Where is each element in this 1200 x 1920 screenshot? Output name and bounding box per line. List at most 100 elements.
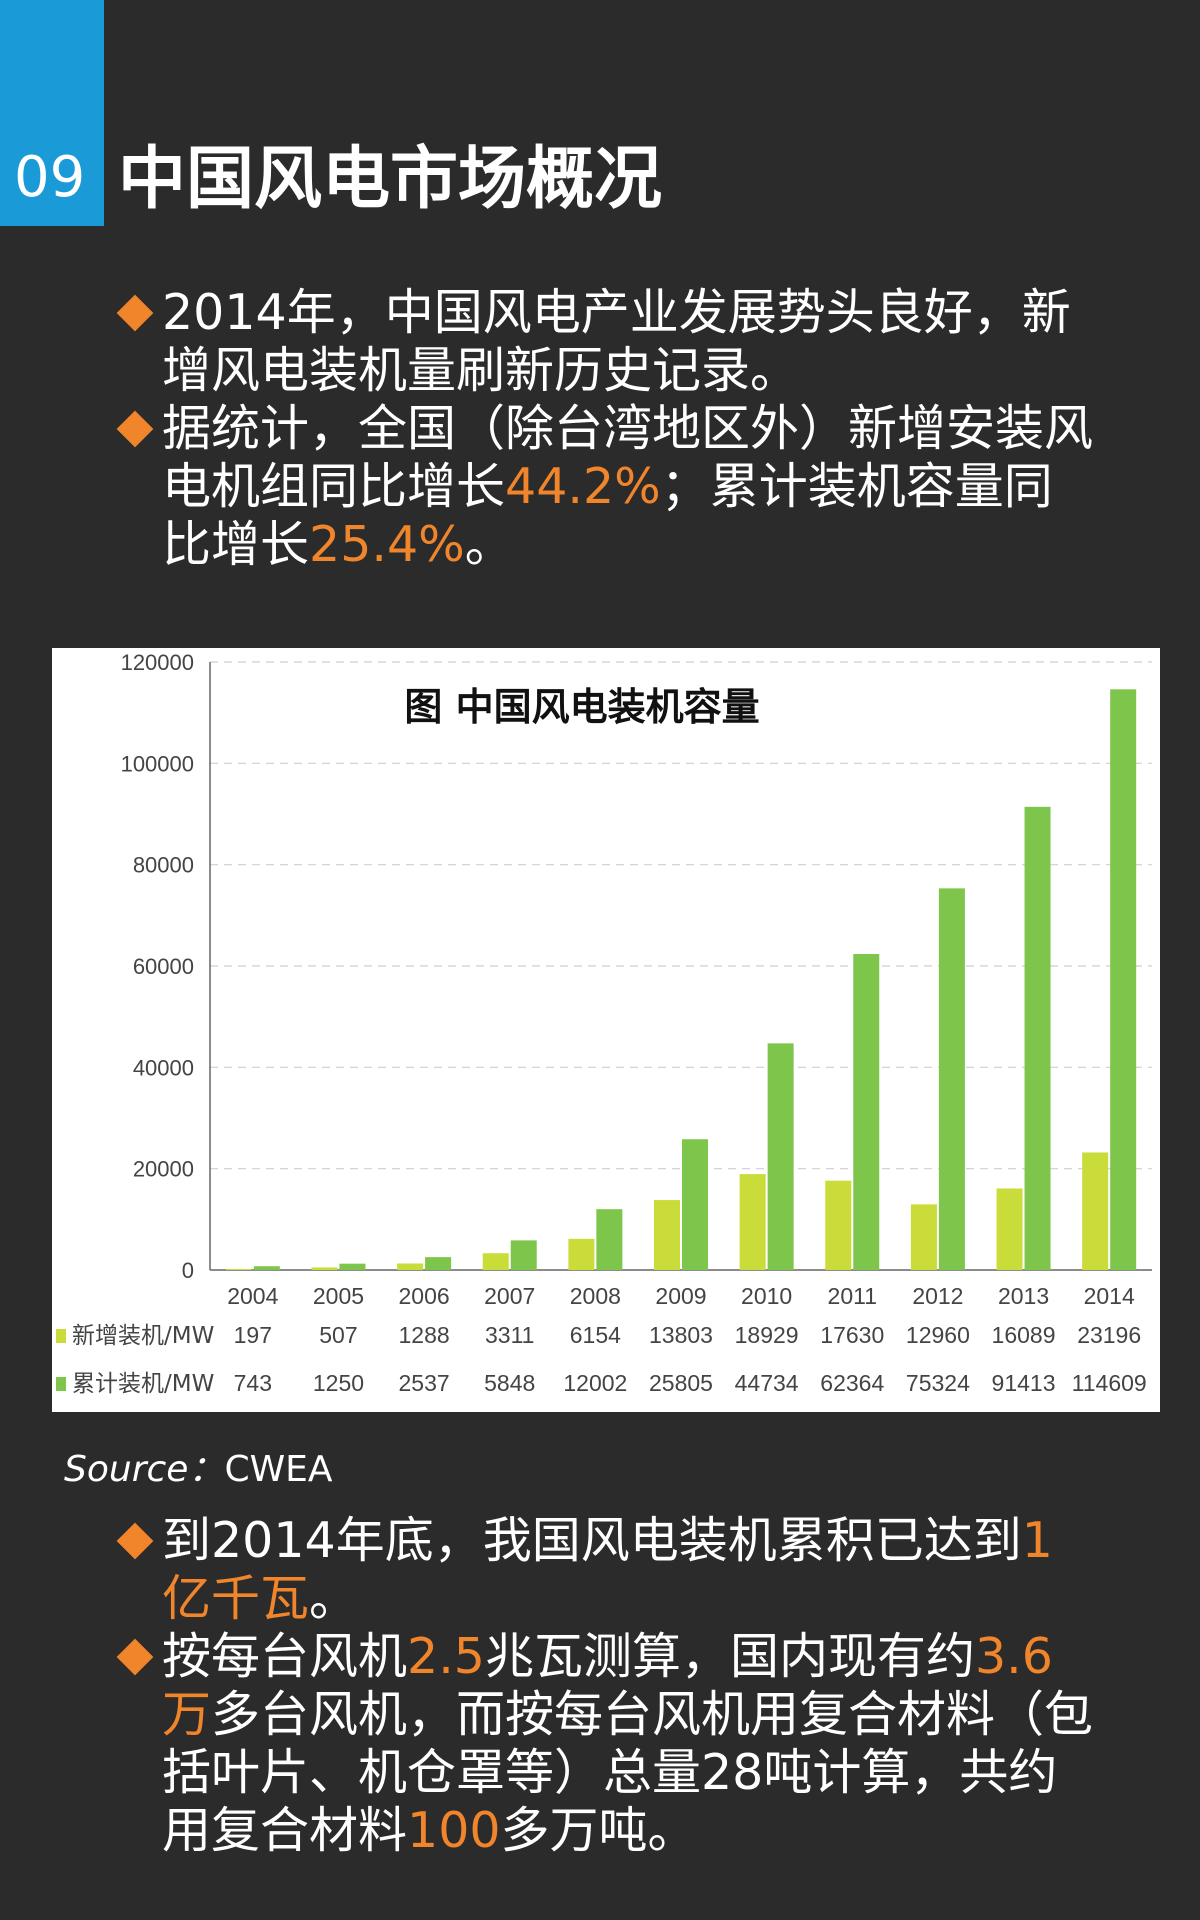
bar-cumulative xyxy=(339,1263,366,1270)
bullet-text: ；累计装机容量同比增长 xyxy=(162,458,1053,573)
bar-cumulative xyxy=(853,954,880,1270)
highlight-composite-total: 100 xyxy=(407,1802,501,1859)
section-number: 09 xyxy=(14,145,86,210)
x-tick-label: 2012 xyxy=(912,1283,963,1309)
x-tick-label: 2007 xyxy=(484,1283,535,1309)
x-tick-label: 2014 xyxy=(1084,1283,1135,1309)
diamond-bullet-icon xyxy=(116,1522,154,1560)
bar-new-installed xyxy=(825,1180,852,1270)
bullet-text: 据统计，全国（除台湾地区外）新增安装风电机组同比增长 xyxy=(162,400,1094,515)
bullet-text: 。 xyxy=(309,1570,359,1627)
data-table-value: 3311 xyxy=(485,1322,534,1348)
diamond-bullet-icon xyxy=(116,294,154,332)
bullet-item: 2014年，中国风电产业发展势头良好，新增风电装机量刷新历史记录。 xyxy=(116,284,1098,400)
bar-cumulative xyxy=(510,1240,537,1270)
diamond-bullet-icon xyxy=(116,410,154,448)
wind-capacity-chart: 0 20000 40000 60000 80000 100000 120000 图 中国风电装… xyxy=(56,650,1152,1397)
data-table-value: 17630 xyxy=(820,1322,884,1348)
bullet-item: 据统计，全国（除台湾地区外）新增安装风电机组同比增长44.2%；累计装机容量同比… xyxy=(116,400,1098,574)
data-table-value: 23196 xyxy=(1077,1322,1141,1348)
page-title: 中国风电市场概况 xyxy=(118,140,663,219)
data-table-value: 75324 xyxy=(906,1370,970,1396)
chart-panel: 0 20000 40000 60000 80000 100000 120000 图 中国风电装… xyxy=(52,648,1160,1412)
x-tick-label: 2013 xyxy=(998,1283,1049,1309)
bar-new-installed xyxy=(910,1204,937,1270)
legend-label: 累计装机/MW xyxy=(72,1371,214,1397)
bullet-text: 多台风机，而按每台风机用复合材料（包括叶片、机仓罩等）总量28吨计算，共约用复合… xyxy=(162,1686,1094,1859)
bar-cumulative xyxy=(938,888,965,1270)
x-tick-label: 2011 xyxy=(828,1283,877,1309)
bullet-text: 到2014年底，我国风电装机累积已达到 xyxy=(162,1512,1022,1569)
data-table-value: 44734 xyxy=(735,1370,799,1396)
bar-cumulative xyxy=(1110,689,1137,1270)
bar-cumulative xyxy=(253,1266,280,1270)
bar-cumulative xyxy=(682,1139,708,1270)
x-tick-label: 2008 xyxy=(570,1283,621,1309)
bar-new-installed xyxy=(311,1267,338,1270)
diamond-bullet-icon xyxy=(116,1638,154,1676)
data-table-value: 1288 xyxy=(399,1322,450,1348)
data-table-value: 743 xyxy=(234,1370,272,1396)
bullet-text: 。 xyxy=(464,516,514,573)
bar-new-installed xyxy=(225,1269,252,1270)
source-value: CWEA xyxy=(224,1449,333,1490)
x-tick-label: 2009 xyxy=(655,1283,706,1309)
data-table-value: 6154 xyxy=(570,1322,621,1348)
highlight-turbine-size: 2.5 xyxy=(407,1628,485,1685)
bar-cumulative xyxy=(1024,806,1051,1270)
highlight-total-capacity: 1亿千瓦 xyxy=(162,1512,1053,1627)
x-tick-label: 2004 xyxy=(227,1283,278,1309)
bullet-text: 2014年，中国风电产业发展势头良好，新增风电装机量刷新历史记录。 xyxy=(162,284,1071,399)
legend-swatch xyxy=(56,1377,66,1391)
data-table-value: 25805 xyxy=(649,1370,713,1396)
bar-new-installed xyxy=(996,1188,1023,1270)
bar-cumulative xyxy=(767,1043,794,1270)
x-tick-label: 2006 xyxy=(399,1283,450,1309)
bullet-item: 按每台风机2.5兆瓦测算，国内现有约3.6万多台风机，而按每台风机用复合材料（包… xyxy=(116,1628,1098,1860)
chart-title: 图 中国风电装机容量 xyxy=(404,685,759,729)
top-bullets: 2014年，中国风电产业发展势头良好，新增风电装机量刷新历史记录。 据统计，全国… xyxy=(116,284,1098,574)
highlight-turbine-count: 3.6万 xyxy=(162,1628,1053,1743)
highlight-new-growth: 44.2% xyxy=(505,458,661,515)
bullet-text: 兆瓦测算，国内现有约 xyxy=(484,1628,975,1685)
legend-label: 新增装机/MW xyxy=(72,1323,214,1349)
bar-new-installed xyxy=(1082,1152,1109,1270)
data-table-value: 1250 xyxy=(313,1370,364,1396)
bar-new-installed xyxy=(568,1238,595,1270)
bar-cumulative xyxy=(425,1257,452,1270)
y-tick-label: 80000 xyxy=(133,853,194,878)
y-tick-label: 20000 xyxy=(133,1157,194,1182)
bar-new-installed xyxy=(739,1174,766,1270)
data-table-value: 62364 xyxy=(820,1370,884,1396)
data-table-value: 12002 xyxy=(563,1370,627,1396)
source-line: Source：CWEA xyxy=(64,1448,333,1492)
data-table-value: 507 xyxy=(319,1322,357,1348)
data-table-value: 5848 xyxy=(484,1370,535,1396)
data-table-value: 18929 xyxy=(735,1322,799,1348)
section-tab xyxy=(0,0,104,226)
bullet-text: 多万吨。 xyxy=(500,1802,697,1859)
data-table-value: 12960 xyxy=(906,1322,970,1348)
x-tick-label: 2010 xyxy=(741,1283,792,1309)
data-table-value: 2537 xyxy=(399,1370,450,1396)
y-tick-label: 0 xyxy=(182,1258,194,1283)
data-table-value: 13803 xyxy=(649,1322,713,1348)
source-label: Source： xyxy=(64,1449,225,1490)
y-tick-label: 120000 xyxy=(121,650,194,675)
bottom-bullets: 到2014年底，我国风电装机累积已达到1亿千瓦。 按每台风机2.5兆瓦测算，国内… xyxy=(116,1512,1098,1860)
bar-new-installed xyxy=(482,1253,509,1270)
data-table-value: 114609 xyxy=(1072,1370,1147,1396)
highlight-cumulative-growth: 25.4% xyxy=(309,516,465,573)
y-tick-label: 100000 xyxy=(121,751,194,776)
data-table-value: 16089 xyxy=(992,1322,1056,1348)
bar-new-installed xyxy=(654,1200,680,1270)
bar-new-installed xyxy=(397,1263,424,1270)
bar-cumulative xyxy=(596,1209,623,1270)
data-table-value: 91413 xyxy=(992,1370,1056,1396)
legend-swatch xyxy=(56,1329,66,1343)
y-tick-label: 40000 xyxy=(133,1055,194,1080)
x-tick-label: 2005 xyxy=(313,1283,364,1309)
data-table-value: 197 xyxy=(234,1322,272,1348)
y-tick-label: 60000 xyxy=(133,954,194,979)
bullet-item: 到2014年底，我国风电装机累积已达到1亿千瓦。 xyxy=(116,1512,1098,1628)
